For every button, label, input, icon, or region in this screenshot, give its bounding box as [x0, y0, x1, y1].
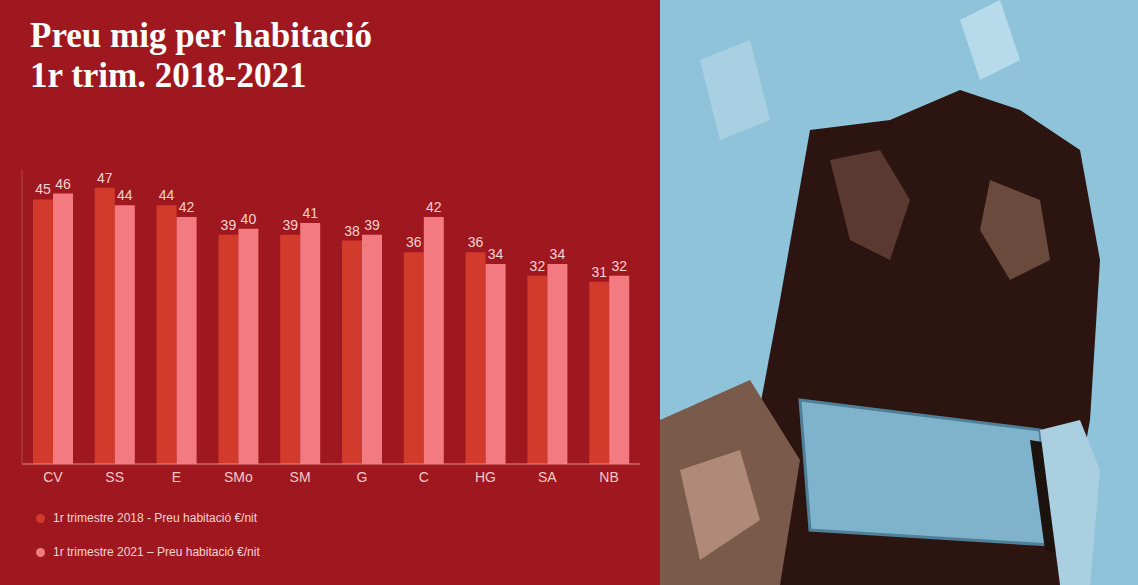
svg-text:42: 42 [426, 199, 442, 215]
svg-text:G: G [356, 469, 367, 485]
svg-text:39: 39 [221, 217, 237, 233]
svg-text:C: C [419, 469, 429, 485]
svg-text:NB: NB [599, 469, 618, 485]
svg-text:SMo: SMo [224, 469, 253, 485]
svg-text:31: 31 [591, 264, 607, 280]
svg-text:32: 32 [611, 258, 627, 274]
svg-text:32: 32 [530, 258, 546, 274]
html-text:Preu mig per habitació 1r trim: Preu mig per habitació 1r trim. 2018-202… [30, 16, 372, 95]
svg-text:39: 39 [364, 217, 380, 233]
svg-text:34: 34 [550, 246, 566, 262]
html-text:1r trimestre 2021 – Preu habit: 1r trimestre 2021 – Preu habitació €/nit [53, 545, 260, 559]
svg-text:SA: SA [538, 469, 557, 485]
svg-text:47: 47 [97, 170, 113, 186]
svg-text:42: 42 [179, 199, 195, 215]
svg-text:41: 41 [302, 205, 318, 221]
svg-text:36: 36 [468, 234, 484, 250]
svg-text:45: 45 [35, 181, 51, 197]
svg-text:44: 44 [117, 187, 133, 203]
html-text:1r trimestre 2018 - Preu habit: 1r trimestre 2018 - Preu habitació €/nit [53, 511, 258, 525]
svg-text:HG: HG [475, 469, 496, 485]
svg-text:40: 40 [241, 211, 257, 227]
svg-text:39: 39 [282, 217, 298, 233]
svg-text:SS: SS [105, 469, 124, 485]
svg-text:38: 38 [344, 223, 360, 239]
svg-text:SM: SM [290, 469, 311, 485]
svg-text:44: 44 [159, 187, 175, 203]
svg-text:E: E [172, 469, 181, 485]
svg-text:34: 34 [488, 246, 504, 262]
svg-text:36: 36 [406, 234, 422, 250]
svg-text:46: 46 [55, 176, 71, 192]
svg-text:CV: CV [43, 469, 63, 485]
